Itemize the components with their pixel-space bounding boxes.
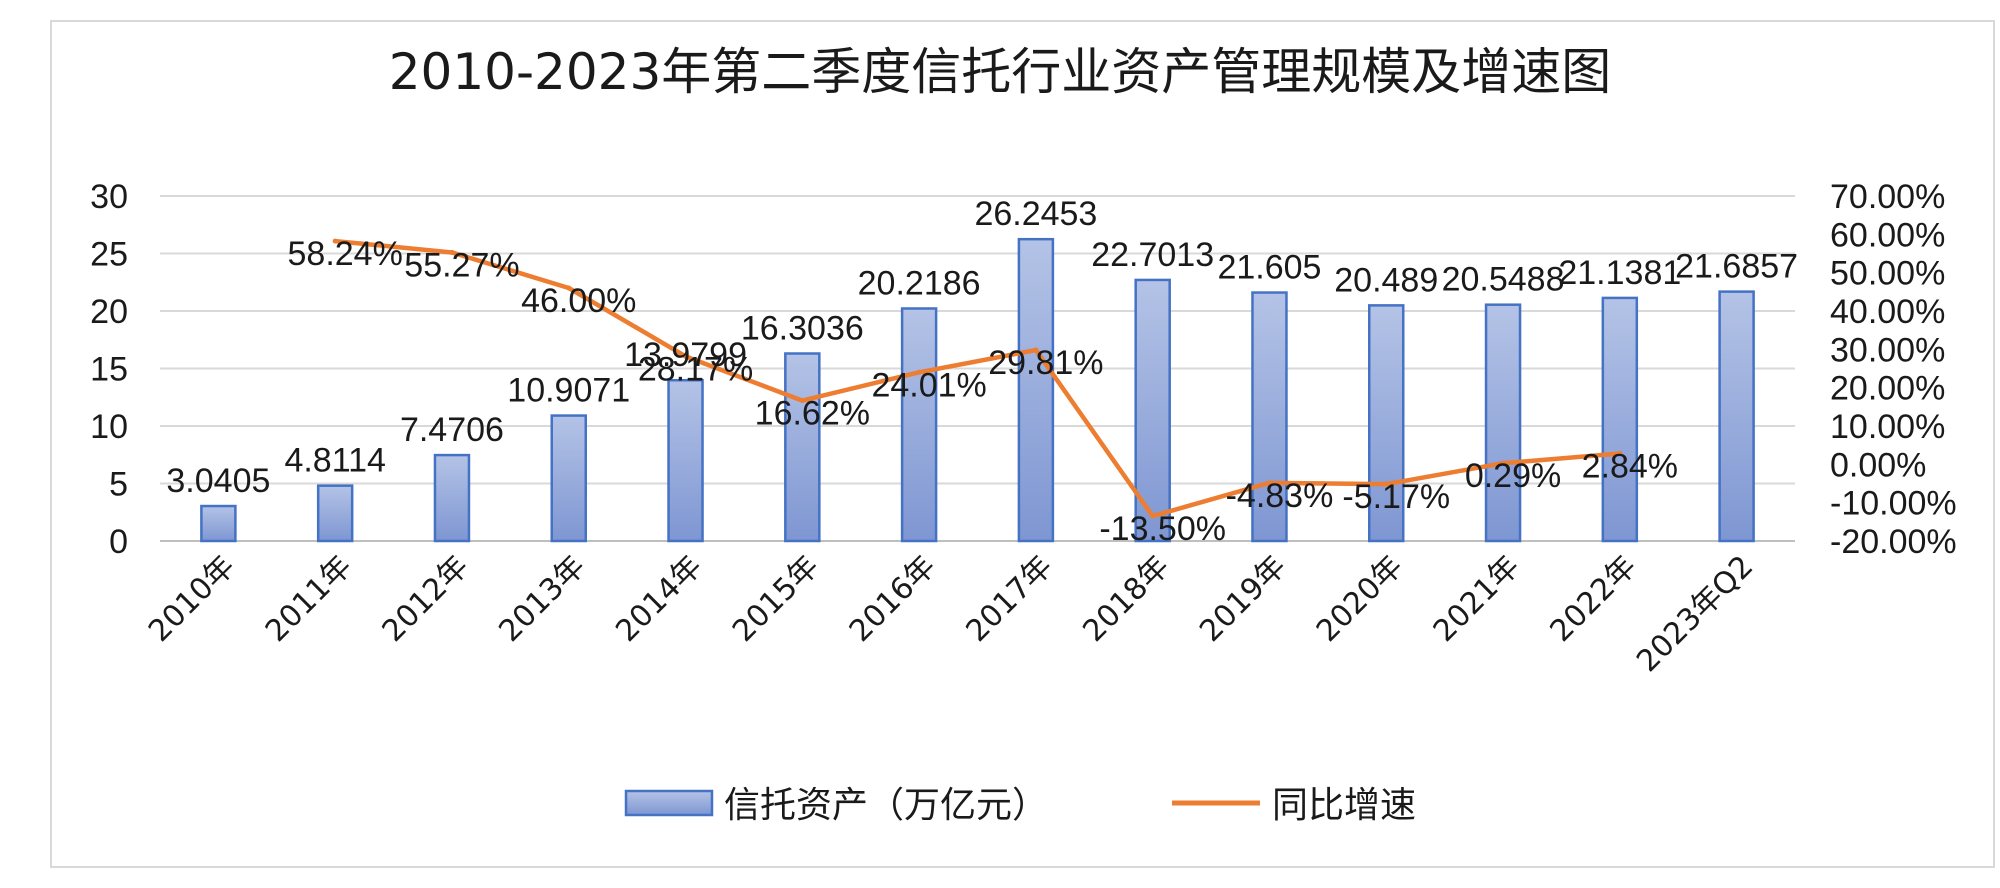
legend: 信托资产（万亿元） 同比增速 xyxy=(624,785,1416,826)
bar xyxy=(1484,303,1522,543)
y-right-tick-label: 0.00% xyxy=(1830,446,1926,484)
gridlines xyxy=(160,195,1795,542)
line-value-label: 2.84% xyxy=(1582,447,1678,485)
data-labels: 3.04054.81147.470610.907113.979916.30362… xyxy=(166,195,1798,548)
bar-value-label: 26.2453 xyxy=(974,195,1097,233)
bar-value-label: 20.5488 xyxy=(1442,261,1565,299)
line-point xyxy=(332,238,338,244)
bar xyxy=(1368,304,1405,543)
line-point xyxy=(1266,480,1272,486)
bar xyxy=(1251,291,1288,543)
y-right-tick-label: -20.00% xyxy=(1830,523,1957,561)
y-right-tick-label: 50.00% xyxy=(1830,255,1945,293)
legend-label-line: 同比增速 xyxy=(1272,785,1416,826)
y-left-tick-label: 30 xyxy=(90,178,128,216)
y-right-tick-label: 10.00% xyxy=(1830,408,1945,446)
line-point xyxy=(683,353,689,359)
bar-value-label: 4.8114 xyxy=(284,442,385,480)
y-left-tick-label: 25 xyxy=(90,236,128,274)
line-point xyxy=(1383,481,1389,487)
x-category-label: 2022年 xyxy=(1544,549,1644,649)
bar-value-label: 22.7013 xyxy=(1091,236,1214,274)
legend-swatch-bar xyxy=(624,789,714,817)
bar xyxy=(900,307,938,543)
x-category-label: 2015年 xyxy=(726,549,826,649)
x-category-label: 2021年 xyxy=(1427,549,1527,649)
bar-value-label: 21.605 xyxy=(1217,249,1321,287)
line-point xyxy=(449,249,455,255)
bar-value-label: 20.489 xyxy=(1334,261,1438,299)
line-value-label: 0.29% xyxy=(1465,457,1561,495)
line-point xyxy=(1150,513,1156,519)
bar xyxy=(784,352,821,543)
bar-value-label: 13.9799 xyxy=(624,336,747,374)
y-right-tick-label: 30.00% xyxy=(1830,331,1945,369)
line-value-label: 24.01% xyxy=(871,366,986,404)
bar xyxy=(316,484,354,543)
x-category-label: 2011年 xyxy=(259,549,359,649)
x-category-label: 2023年Q2 xyxy=(1630,549,1760,679)
bar-value-label: 16.3036 xyxy=(741,310,864,348)
bar xyxy=(433,453,471,543)
line-point xyxy=(1617,450,1623,456)
x-category-label: 2019年 xyxy=(1193,549,1293,649)
line-value-label: -13.50% xyxy=(1099,510,1226,548)
line-point xyxy=(1033,347,1039,353)
y-right-tick-label: -10.00% xyxy=(1830,485,1957,523)
y-right-tick-label: 20.00% xyxy=(1830,370,1945,408)
x-category-label: 2017年 xyxy=(960,549,1060,649)
bar-value-label: 3.0405 xyxy=(166,462,270,500)
y-left-tick-label: 10 xyxy=(90,408,128,446)
y-left-tick-label: 5 xyxy=(109,466,128,504)
bar-series xyxy=(200,237,1755,543)
x-category-label: 2014年 xyxy=(609,549,709,649)
line-series xyxy=(332,238,1623,519)
line-value-label: 29.81% xyxy=(988,344,1103,382)
line-value-label: 55.27% xyxy=(404,246,519,284)
line-value-label: 16.62% xyxy=(755,395,870,433)
x-category-label: 2020年 xyxy=(1310,549,1410,649)
bar-value-label: 21.6857 xyxy=(1675,248,1798,286)
line-value-label: 28.17% xyxy=(638,350,753,388)
bar-value-label: 20.2186 xyxy=(858,264,981,302)
x-category-label: 2012年 xyxy=(376,549,476,649)
line-point xyxy=(566,285,572,291)
y-left-tick-label: 15 xyxy=(90,351,128,389)
line-point xyxy=(1500,460,1506,466)
y-right-tick-label: 40.00% xyxy=(1830,293,1945,331)
bar xyxy=(667,378,704,543)
bar xyxy=(1718,290,1755,543)
line-value-label: -5.17% xyxy=(1342,478,1450,516)
bar xyxy=(1601,296,1639,543)
line-value-label: 58.24% xyxy=(288,235,403,273)
bar xyxy=(1017,237,1055,543)
line-value-label: -4.83% xyxy=(1226,477,1334,515)
y-right-tick-label: 70.00% xyxy=(1830,178,1945,216)
x-category-label: 2016年 xyxy=(843,549,943,649)
bar-value-label: 10.9071 xyxy=(507,372,630,410)
legend-label-bar: 信托资产（万亿元） xyxy=(724,785,1048,826)
x-category-label: 2010年 xyxy=(142,549,242,649)
line-point xyxy=(916,369,922,375)
growth-line xyxy=(334,238,1621,519)
chart-title: 2010-2023年第二季度信托行业资产管理规模及增速图 xyxy=(388,43,1612,101)
y-left-tick-label: 0 xyxy=(109,523,128,561)
x-category-label: 2018年 xyxy=(1076,549,1176,649)
bar xyxy=(200,504,237,543)
line-value-label: 46.00% xyxy=(521,282,636,320)
x-category-label: 2013年 xyxy=(492,549,592,649)
line-point xyxy=(799,398,805,404)
bar-value-label: 21.1381 xyxy=(1558,254,1681,292)
bar-value-label: 7.4706 xyxy=(400,411,504,449)
y-right-tick-label: 60.00% xyxy=(1830,216,1945,254)
bar xyxy=(550,414,587,543)
y-left-tick-label: 20 xyxy=(90,293,128,331)
